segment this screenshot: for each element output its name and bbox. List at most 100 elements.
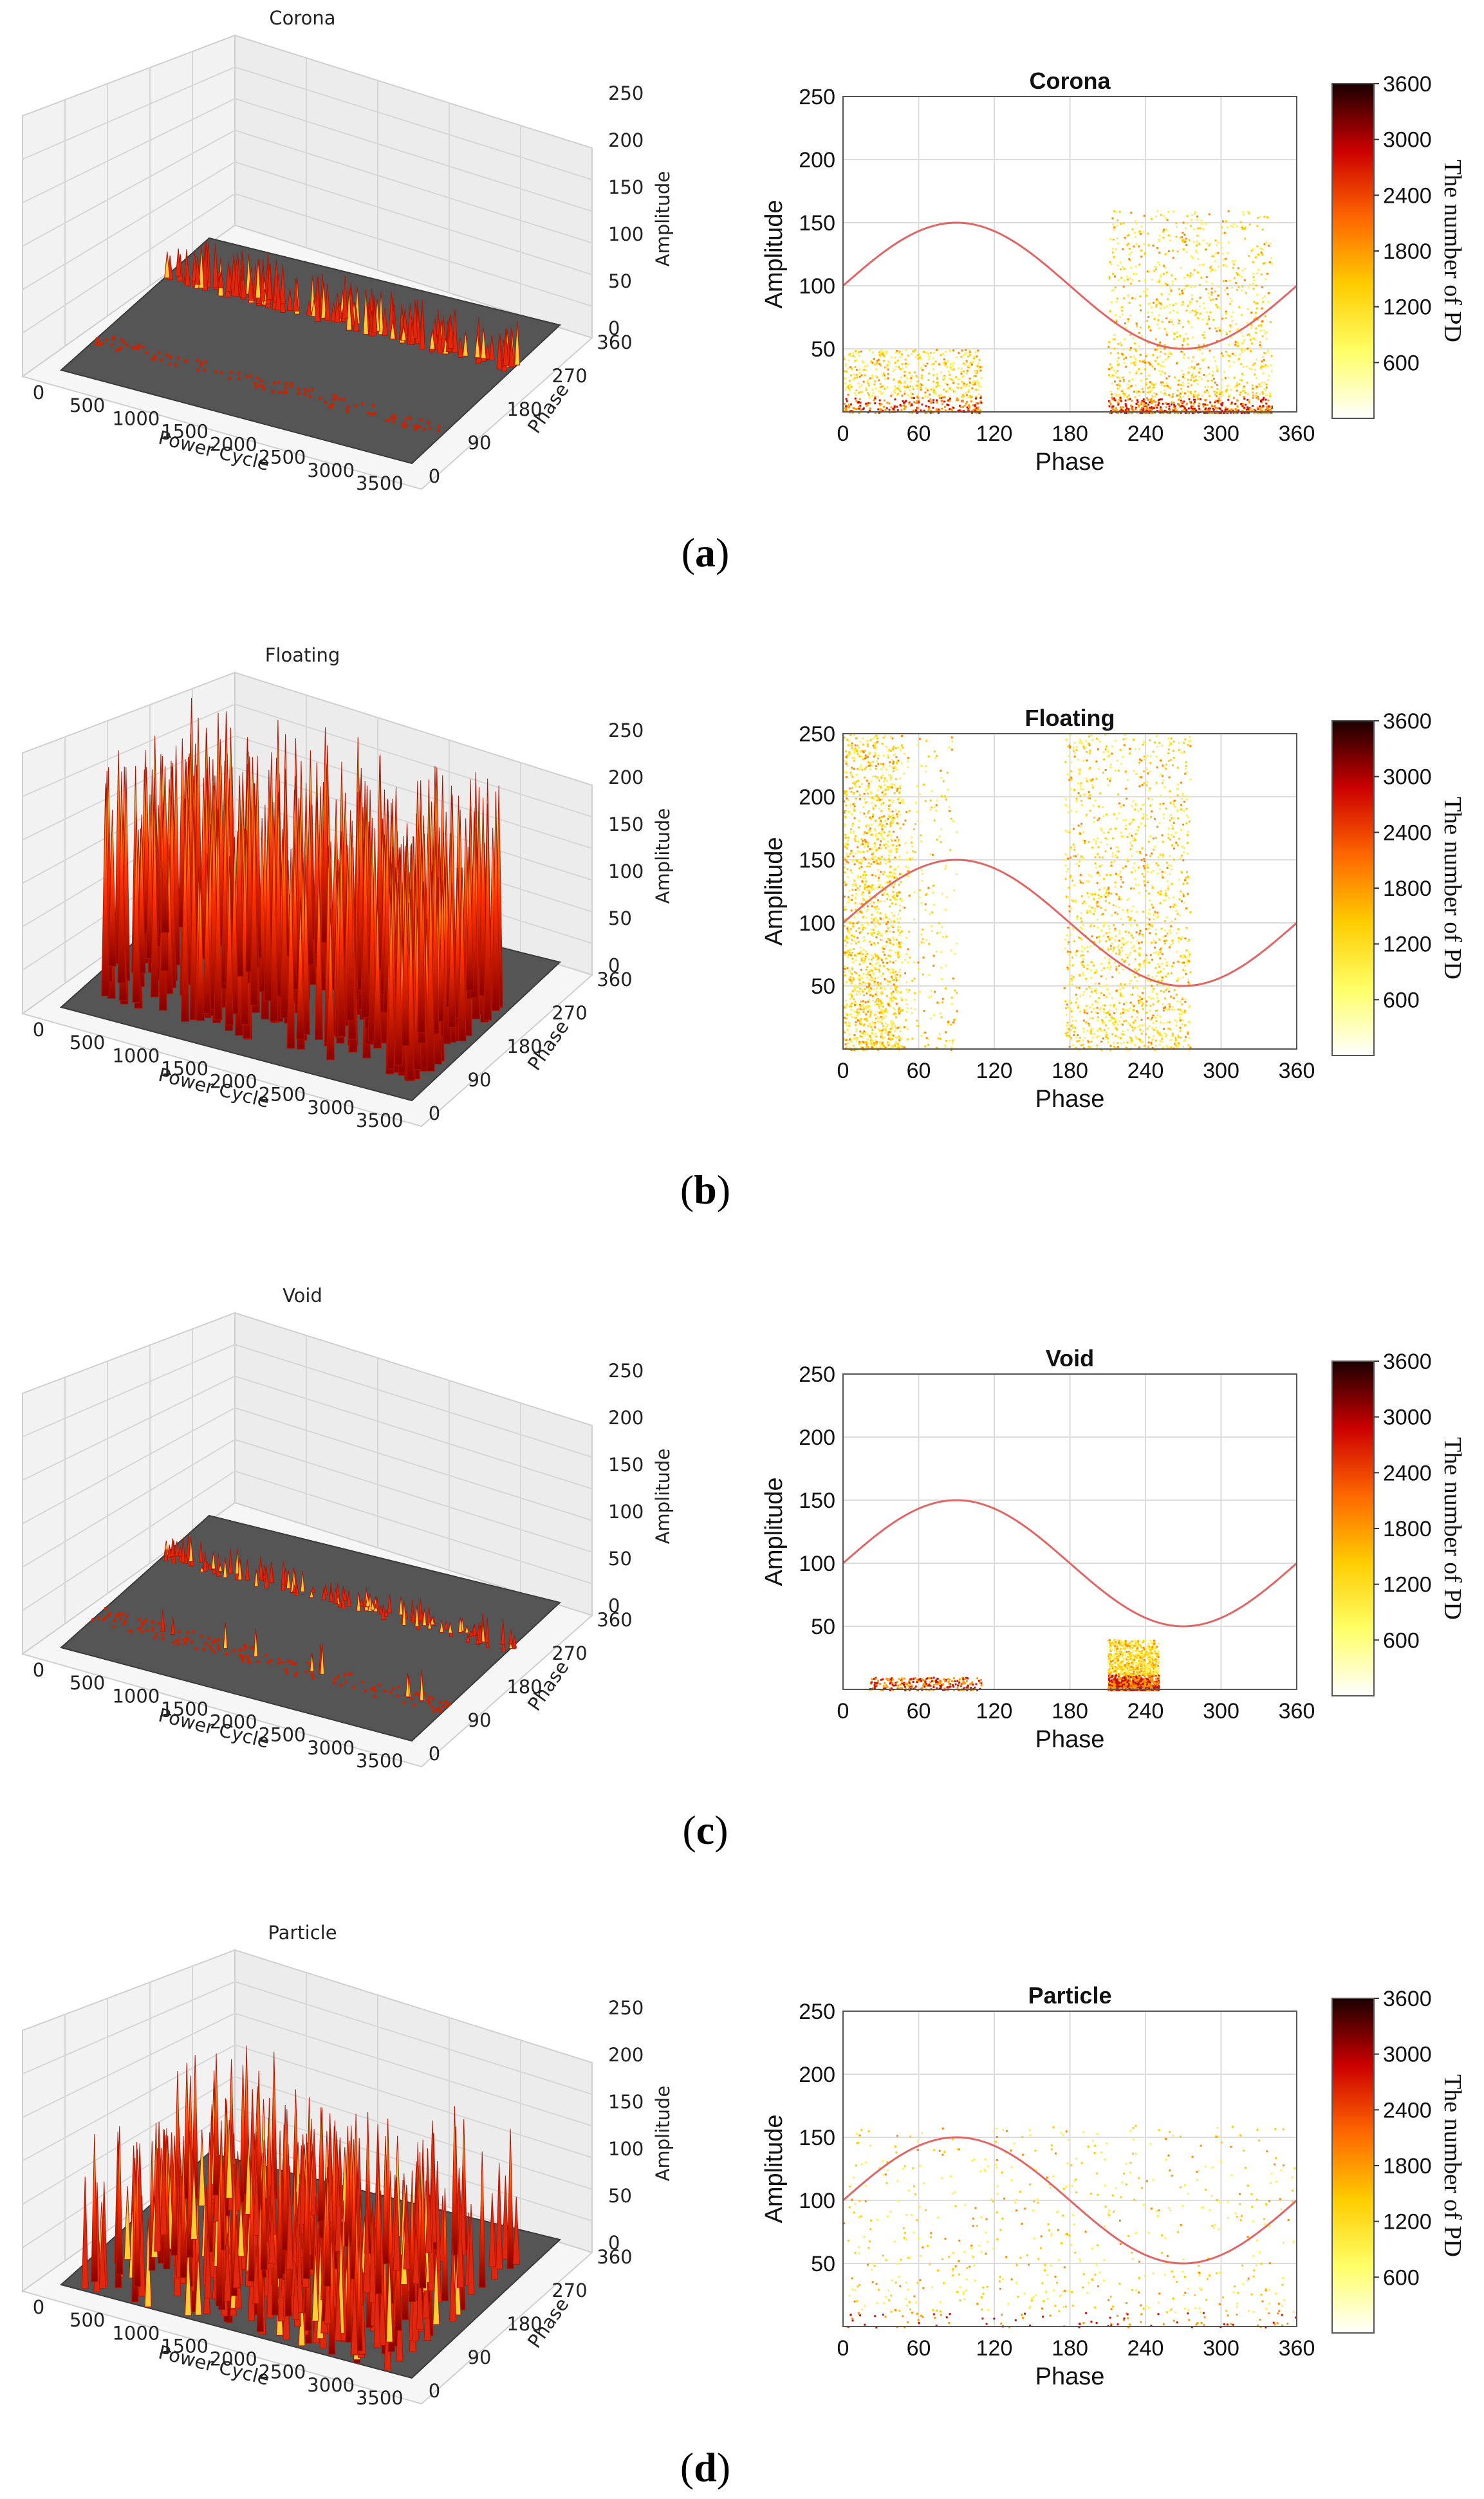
prpd-point — [1225, 331, 1228, 334]
prpd-point — [886, 779, 888, 782]
prpd-point — [866, 745, 869, 747]
prpd-point — [1251, 405, 1254, 407]
prpd-point — [1217, 241, 1220, 244]
prpd-point — [848, 754, 850, 756]
prpd-point — [885, 945, 887, 947]
prpd-point — [879, 408, 882, 411]
prpd-point — [875, 1017, 877, 1020]
prpd-point — [849, 787, 851, 790]
prpd-point — [876, 395, 879, 398]
prpd-point — [890, 776, 893, 779]
prpd-point — [922, 956, 925, 959]
prpd-point — [1238, 358, 1240, 360]
prpd-point — [972, 360, 975, 363]
prpd-point — [895, 851, 898, 853]
prpd-point — [1239, 393, 1241, 396]
prpd-point — [1143, 782, 1145, 785]
prpd-point — [1177, 817, 1180, 820]
prpd-point — [852, 855, 855, 858]
prpd-point — [889, 871, 891, 873]
prpd-point — [1252, 396, 1254, 399]
prpd-point — [929, 411, 932, 414]
prpd-point — [1167, 355, 1170, 358]
prpd-point — [846, 847, 848, 850]
surface-gridline — [234, 98, 593, 212]
prpd-point — [936, 378, 939, 380]
prpd-point — [1140, 309, 1142, 311]
prpd-point — [1240, 275, 1243, 278]
prpd-point — [1187, 407, 1190, 410]
prpd-point — [876, 887, 878, 889]
surface-z-label: Amplitude — [652, 808, 674, 904]
prpd-point — [907, 766, 909, 768]
prpd-point — [955, 873, 958, 876]
prpd-point — [1189, 379, 1192, 382]
surface-gridline — [234, 161, 593, 275]
prpd-title: Corona — [1030, 68, 1111, 94]
prpd-point — [1270, 370, 1273, 373]
prpd-point — [871, 931, 874, 934]
prpd-point — [870, 833, 873, 836]
prpd-point — [1192, 336, 1194, 339]
prpd-point — [1222, 411, 1225, 414]
prpd-point — [1193, 407, 1196, 410]
prpd-point — [889, 930, 891, 933]
prpd-point — [1133, 245, 1135, 248]
prpd-point — [922, 378, 924, 380]
prpd-point — [875, 1013, 877, 1016]
prpd-point — [1140, 335, 1143, 337]
prpd-point — [852, 922, 855, 925]
prpd-point — [1260, 325, 1263, 328]
prpd-point — [1226, 226, 1229, 228]
prpd-point — [978, 393, 981, 396]
prpd-point — [976, 364, 978, 367]
prpd-point — [1216, 391, 1218, 394]
prpd-point — [1214, 260, 1216, 263]
prpd-point — [1243, 279, 1246, 281]
prpd-point — [898, 1025, 901, 1028]
prpd-point — [883, 985, 886, 987]
prpd-point — [1252, 272, 1255, 275]
prpd-point — [1209, 266, 1211, 269]
prpd-point — [878, 797, 880, 800]
prpd-point — [1201, 318, 1204, 321]
prpd-point — [897, 1041, 900, 1044]
prpd-point — [944, 364, 947, 367]
prpd-point — [1232, 263, 1235, 266]
prpd-point — [920, 941, 923, 943]
prpd-point — [1135, 273, 1138, 275]
prpd-point — [899, 859, 902, 861]
prpd-point — [1208, 213, 1210, 216]
prpd-point — [862, 757, 864, 760]
prpd-point — [1218, 265, 1220, 268]
prpd-point — [1169, 303, 1171, 306]
prpd-point — [888, 402, 891, 405]
prpd-point — [980, 402, 983, 404]
surface-spike — [378, 292, 384, 335]
prpd-point — [1266, 405, 1268, 408]
prpd-point — [885, 881, 887, 884]
prpd-point — [880, 933, 883, 936]
prpd-point — [877, 824, 880, 827]
prpd-point — [889, 960, 891, 963]
prpd-point — [1202, 405, 1205, 408]
prpd-point — [1255, 331, 1257, 334]
prpd-point — [1232, 225, 1234, 228]
prpd-point — [889, 906, 891, 908]
prpd-point — [895, 858, 897, 860]
prpd-point — [904, 405, 907, 408]
prpd-point — [854, 360, 857, 362]
prpd-point — [850, 909, 853, 912]
prpd-point — [875, 734, 878, 737]
prpd-point — [1142, 230, 1145, 233]
prpd-point — [898, 904, 901, 907]
prpd-point — [1137, 390, 1140, 393]
prpd-point — [1247, 411, 1250, 414]
prpd-point — [883, 399, 886, 402]
prpd-point — [1139, 326, 1142, 329]
prpd-point — [961, 381, 963, 384]
prpd-point — [1170, 319, 1173, 321]
prpd-point — [869, 768, 871, 771]
prpd-point — [871, 761, 873, 763]
surface-dot — [346, 410, 349, 414]
